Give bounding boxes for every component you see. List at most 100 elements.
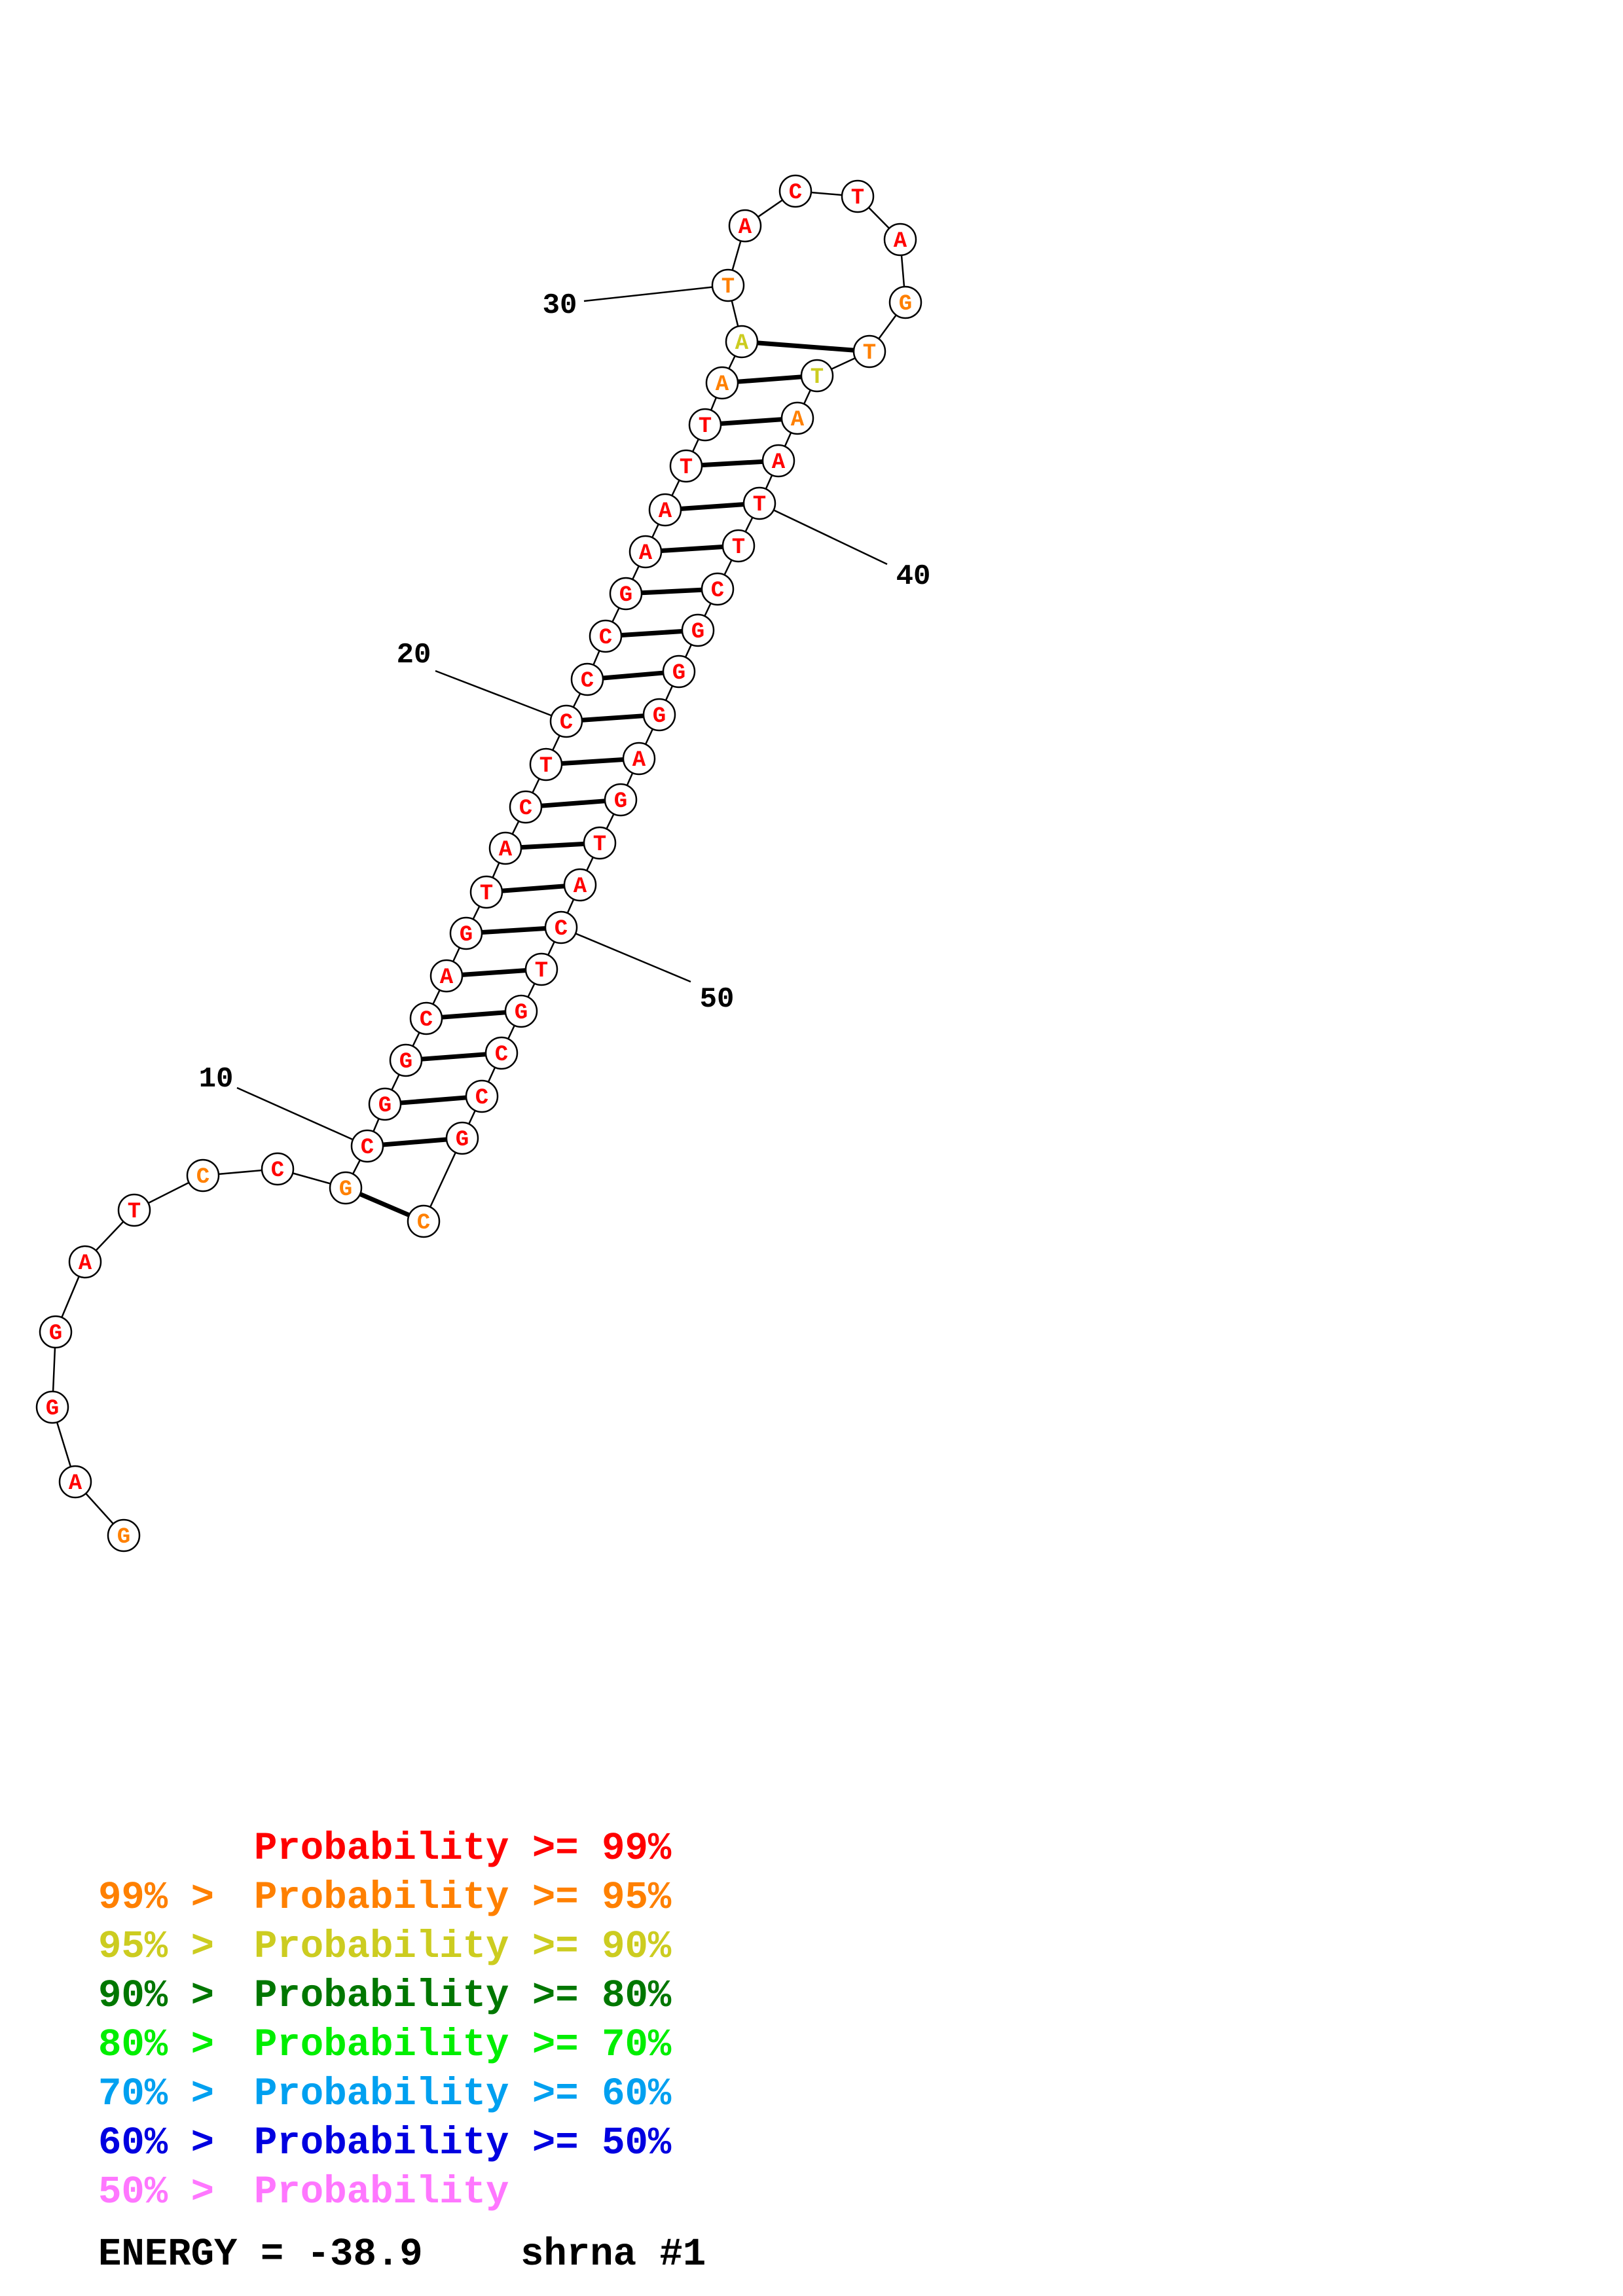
nucleotide-circle bbox=[583, 826, 617, 860]
base-pair-bond bbox=[737, 374, 802, 384]
position-leader-line bbox=[236, 1086, 368, 1147]
nucleotide-circle bbox=[488, 831, 522, 865]
nucleotide: C bbox=[407, 1204, 441, 1238]
legend-threshold: 99% > bbox=[98, 1876, 237, 1920]
base-pair-bond bbox=[541, 798, 606, 808]
legend-threshold: 60% > bbox=[98, 2121, 237, 2165]
nucleotide: G bbox=[888, 285, 922, 319]
nucleotide: T bbox=[529, 747, 563, 781]
nucleotide: G bbox=[504, 994, 538, 1028]
nucleotide-letter: C bbox=[789, 181, 802, 206]
nucleotide-letter: A bbox=[659, 499, 672, 524]
nucleotide-letter: A bbox=[69, 1471, 82, 1496]
nucleotide: C bbox=[701, 572, 735, 606]
nucleotide-letter: A bbox=[440, 965, 454, 990]
nucleotide-circle bbox=[35, 1390, 69, 1424]
nucleotide: A bbox=[622, 742, 656, 776]
nucleotide: C bbox=[509, 790, 543, 824]
nucleotide-letter: T bbox=[863, 341, 876, 366]
nucleotide: T bbox=[117, 1193, 151, 1227]
nucleotide-circle bbox=[261, 1152, 295, 1186]
nucleotide: G bbox=[449, 916, 483, 950]
nucleotide-circle bbox=[725, 325, 759, 359]
nucleotide-circle bbox=[721, 529, 756, 563]
nucleotide-letter: G bbox=[653, 704, 666, 729]
nucleotide-letter: G bbox=[399, 1050, 412, 1075]
nucleotide: A bbox=[725, 325, 759, 359]
nucleotide: T bbox=[524, 952, 558, 986]
nucleotide: A bbox=[705, 366, 739, 400]
nucleotide: T bbox=[800, 359, 834, 393]
position-leader-line bbox=[759, 502, 888, 565]
base-pair-bond bbox=[720, 417, 782, 426]
nucleotide: C bbox=[409, 1001, 443, 1035]
nucleotide: C bbox=[465, 1079, 499, 1113]
nucleotide-letter: C bbox=[420, 1008, 433, 1033]
nucleotide-circle bbox=[622, 742, 656, 776]
nucleotide: A bbox=[68, 1245, 102, 1279]
nucleotide-letter: G bbox=[117, 1525, 130, 1550]
nucleotide-circle bbox=[524, 952, 558, 986]
legend-label: Probability >= 60% bbox=[254, 2072, 672, 2116]
nucleotide-letter: G bbox=[46, 1397, 59, 1422]
nucleotide: C bbox=[549, 704, 583, 738]
nucleotide-letter: A bbox=[79, 1251, 92, 1276]
nucleotide: G bbox=[389, 1043, 423, 1077]
nucleotide-letter: T bbox=[721, 275, 735, 300]
nucleotide-circle bbox=[368, 1087, 402, 1121]
nucleotide-letter: T bbox=[128, 1200, 141, 1225]
legend-row: 99% > Probability >= 95% bbox=[98, 1876, 672, 1920]
legend-row: 90% > Probability >= 80% bbox=[98, 1974, 672, 2018]
nucleotide: C bbox=[778, 174, 812, 208]
nucleotide: A bbox=[883, 223, 917, 257]
nucleotide: C bbox=[570, 662, 604, 696]
nucleotide: G bbox=[368, 1087, 402, 1121]
nucleotide-circle bbox=[642, 698, 676, 732]
nucleotide-letter: G bbox=[691, 620, 704, 645]
legend-row: 95% > Probability >= 90% bbox=[98, 1925, 672, 1969]
nucleotide: G bbox=[39, 1315, 73, 1349]
legend-threshold: 80% > bbox=[98, 2023, 237, 2067]
nucleotide-letter: T bbox=[535, 959, 548, 984]
nucleotide-circle bbox=[389, 1043, 423, 1077]
base-pair-bond bbox=[602, 670, 664, 681]
nucleotide-circle bbox=[742, 486, 776, 520]
base-pair-bond bbox=[382, 1137, 447, 1147]
legend-label: Probability >= 70% bbox=[254, 2023, 672, 2067]
nucleotide: G bbox=[681, 613, 715, 647]
nucleotide: C bbox=[544, 910, 578, 944]
base-pair-bond bbox=[680, 502, 744, 511]
nucleotide-letter: C bbox=[555, 917, 568, 942]
nucleotide-circle bbox=[662, 655, 696, 689]
nucleotide: C bbox=[350, 1129, 384, 1163]
nucleotide-letter: T bbox=[680, 456, 693, 480]
legend-threshold: 50% > bbox=[98, 2170, 237, 2214]
nucleotide-circle bbox=[429, 959, 464, 993]
nucleotide-circle bbox=[68, 1245, 102, 1279]
position-leader-line bbox=[560, 926, 691, 983]
nucleotide-circle bbox=[504, 994, 538, 1028]
nucleotide-letter: A bbox=[574, 874, 587, 899]
nucleotide: G bbox=[642, 698, 676, 732]
nucleotide-letter: G bbox=[378, 1094, 392, 1119]
position-label: 50 bbox=[700, 983, 735, 1016]
base-pair-bond bbox=[421, 1052, 486, 1062]
nucleotide-circle bbox=[648, 493, 682, 527]
nucleotide: G bbox=[662, 655, 696, 689]
nucleotide: A bbox=[728, 209, 762, 243]
legend-threshold: 70% > bbox=[98, 2072, 237, 2116]
nucleotide-letter: A bbox=[791, 408, 805, 433]
nucleotide: A bbox=[429, 959, 464, 993]
nucleotide-letter: T bbox=[593, 833, 606, 857]
nucleotide-circle bbox=[407, 1204, 441, 1238]
nucleotide: T bbox=[711, 268, 745, 302]
nucleotide: T bbox=[583, 826, 617, 860]
nucleotide: T bbox=[688, 408, 722, 442]
nucleotide-letter: T bbox=[732, 535, 745, 560]
nucleotide-letter: G bbox=[614, 789, 627, 814]
nucleotide-letter: G bbox=[672, 661, 685, 686]
position-label: 30 bbox=[543, 289, 577, 322]
nucleotide: G bbox=[445, 1121, 479, 1155]
nucleotide: C bbox=[589, 619, 623, 653]
